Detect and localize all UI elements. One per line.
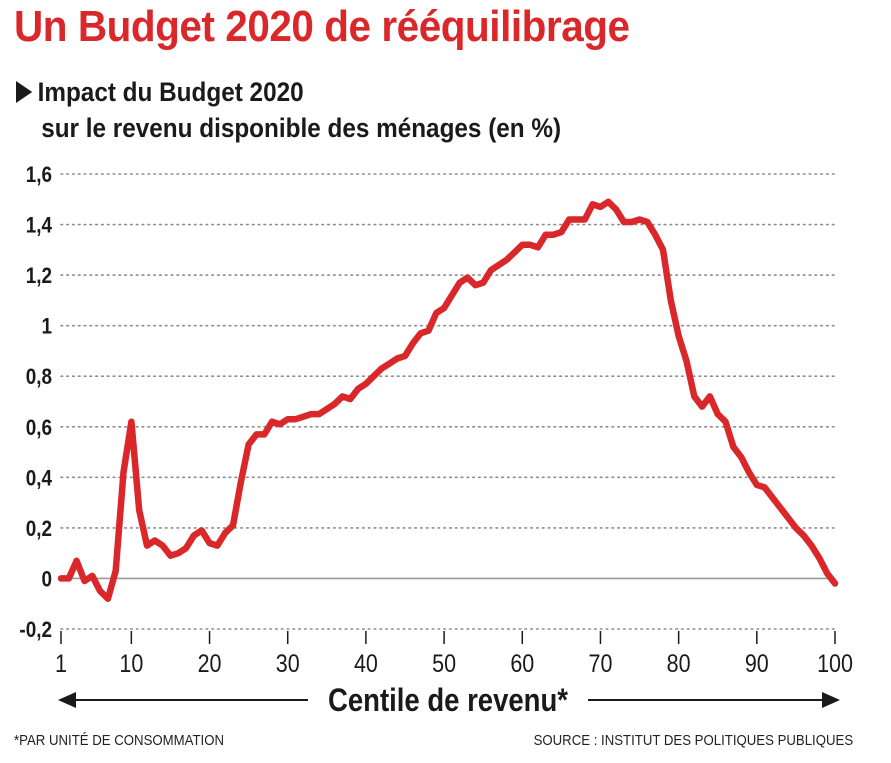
x-axis: 1 10 20 30 40 50 60 70 80 90 100: [55, 631, 853, 677]
subtitle-line-2: sur le revenu disponible des ménages (en…: [41, 113, 562, 143]
arrow-left-icon: [58, 692, 76, 708]
x-tick-label: 20: [198, 649, 222, 677]
y-tick-label: 1,2: [26, 264, 52, 289]
arrow-right-icon: [822, 692, 840, 708]
gridlines: [60, 173, 836, 630]
series-line: [57, 198, 839, 602]
x-tick-label: 70: [589, 649, 613, 677]
y-tick-label: 0: [41, 567, 52, 592]
y-tick-label: 1,4: [26, 213, 53, 238]
y-tick-label: 0,8: [26, 365, 52, 390]
y-tick-label: 0,6: [26, 415, 52, 440]
x-tick-label: 1: [55, 649, 67, 677]
footnote: *PAR UNITÉ DE CONSOMMATION: [14, 732, 224, 749]
y-axis-tick-labels: -0,2 0 0,2 0,4 0,6 0,8 1 1,2 1,4 1,6: [19, 163, 52, 643]
chart-title: Un Budget 2020 de rééquilibrage: [14, 2, 630, 51]
x-tick-label: 30: [276, 649, 300, 677]
x-tick-label: 50: [432, 649, 456, 677]
subtitle-line-1: Impact du Budget 2020: [37, 77, 304, 107]
play-triangle-icon: [16, 81, 33, 103]
source-note: SOURCE : INSTITUT DES POLITIQUES PUBLIQU…: [533, 732, 853, 749]
y-tick-label: 1: [41, 314, 52, 339]
chart-subtitle: Impact du Budget 2020 sur le revenu disp…: [16, 74, 561, 146]
x-axis-label: Centile de revenu*: [328, 683, 568, 718]
y-tick-label: 0,2: [26, 517, 52, 542]
y-tick-label: -0,2: [19, 618, 52, 643]
x-tick-label: 40: [354, 649, 378, 677]
x-axis-label-group: Centile de revenu*: [58, 683, 840, 719]
series-group: [57, 198, 839, 602]
x-tick-label: 80: [667, 649, 691, 677]
x-tick-label: 10: [119, 649, 143, 677]
x-tick-label: 100: [817, 649, 853, 677]
y-tick-label: 0,4: [26, 466, 53, 491]
y-tick-label: 1,6: [26, 163, 52, 188]
x-tick-label: 60: [510, 649, 534, 677]
x-tick-label: 90: [745, 649, 769, 677]
